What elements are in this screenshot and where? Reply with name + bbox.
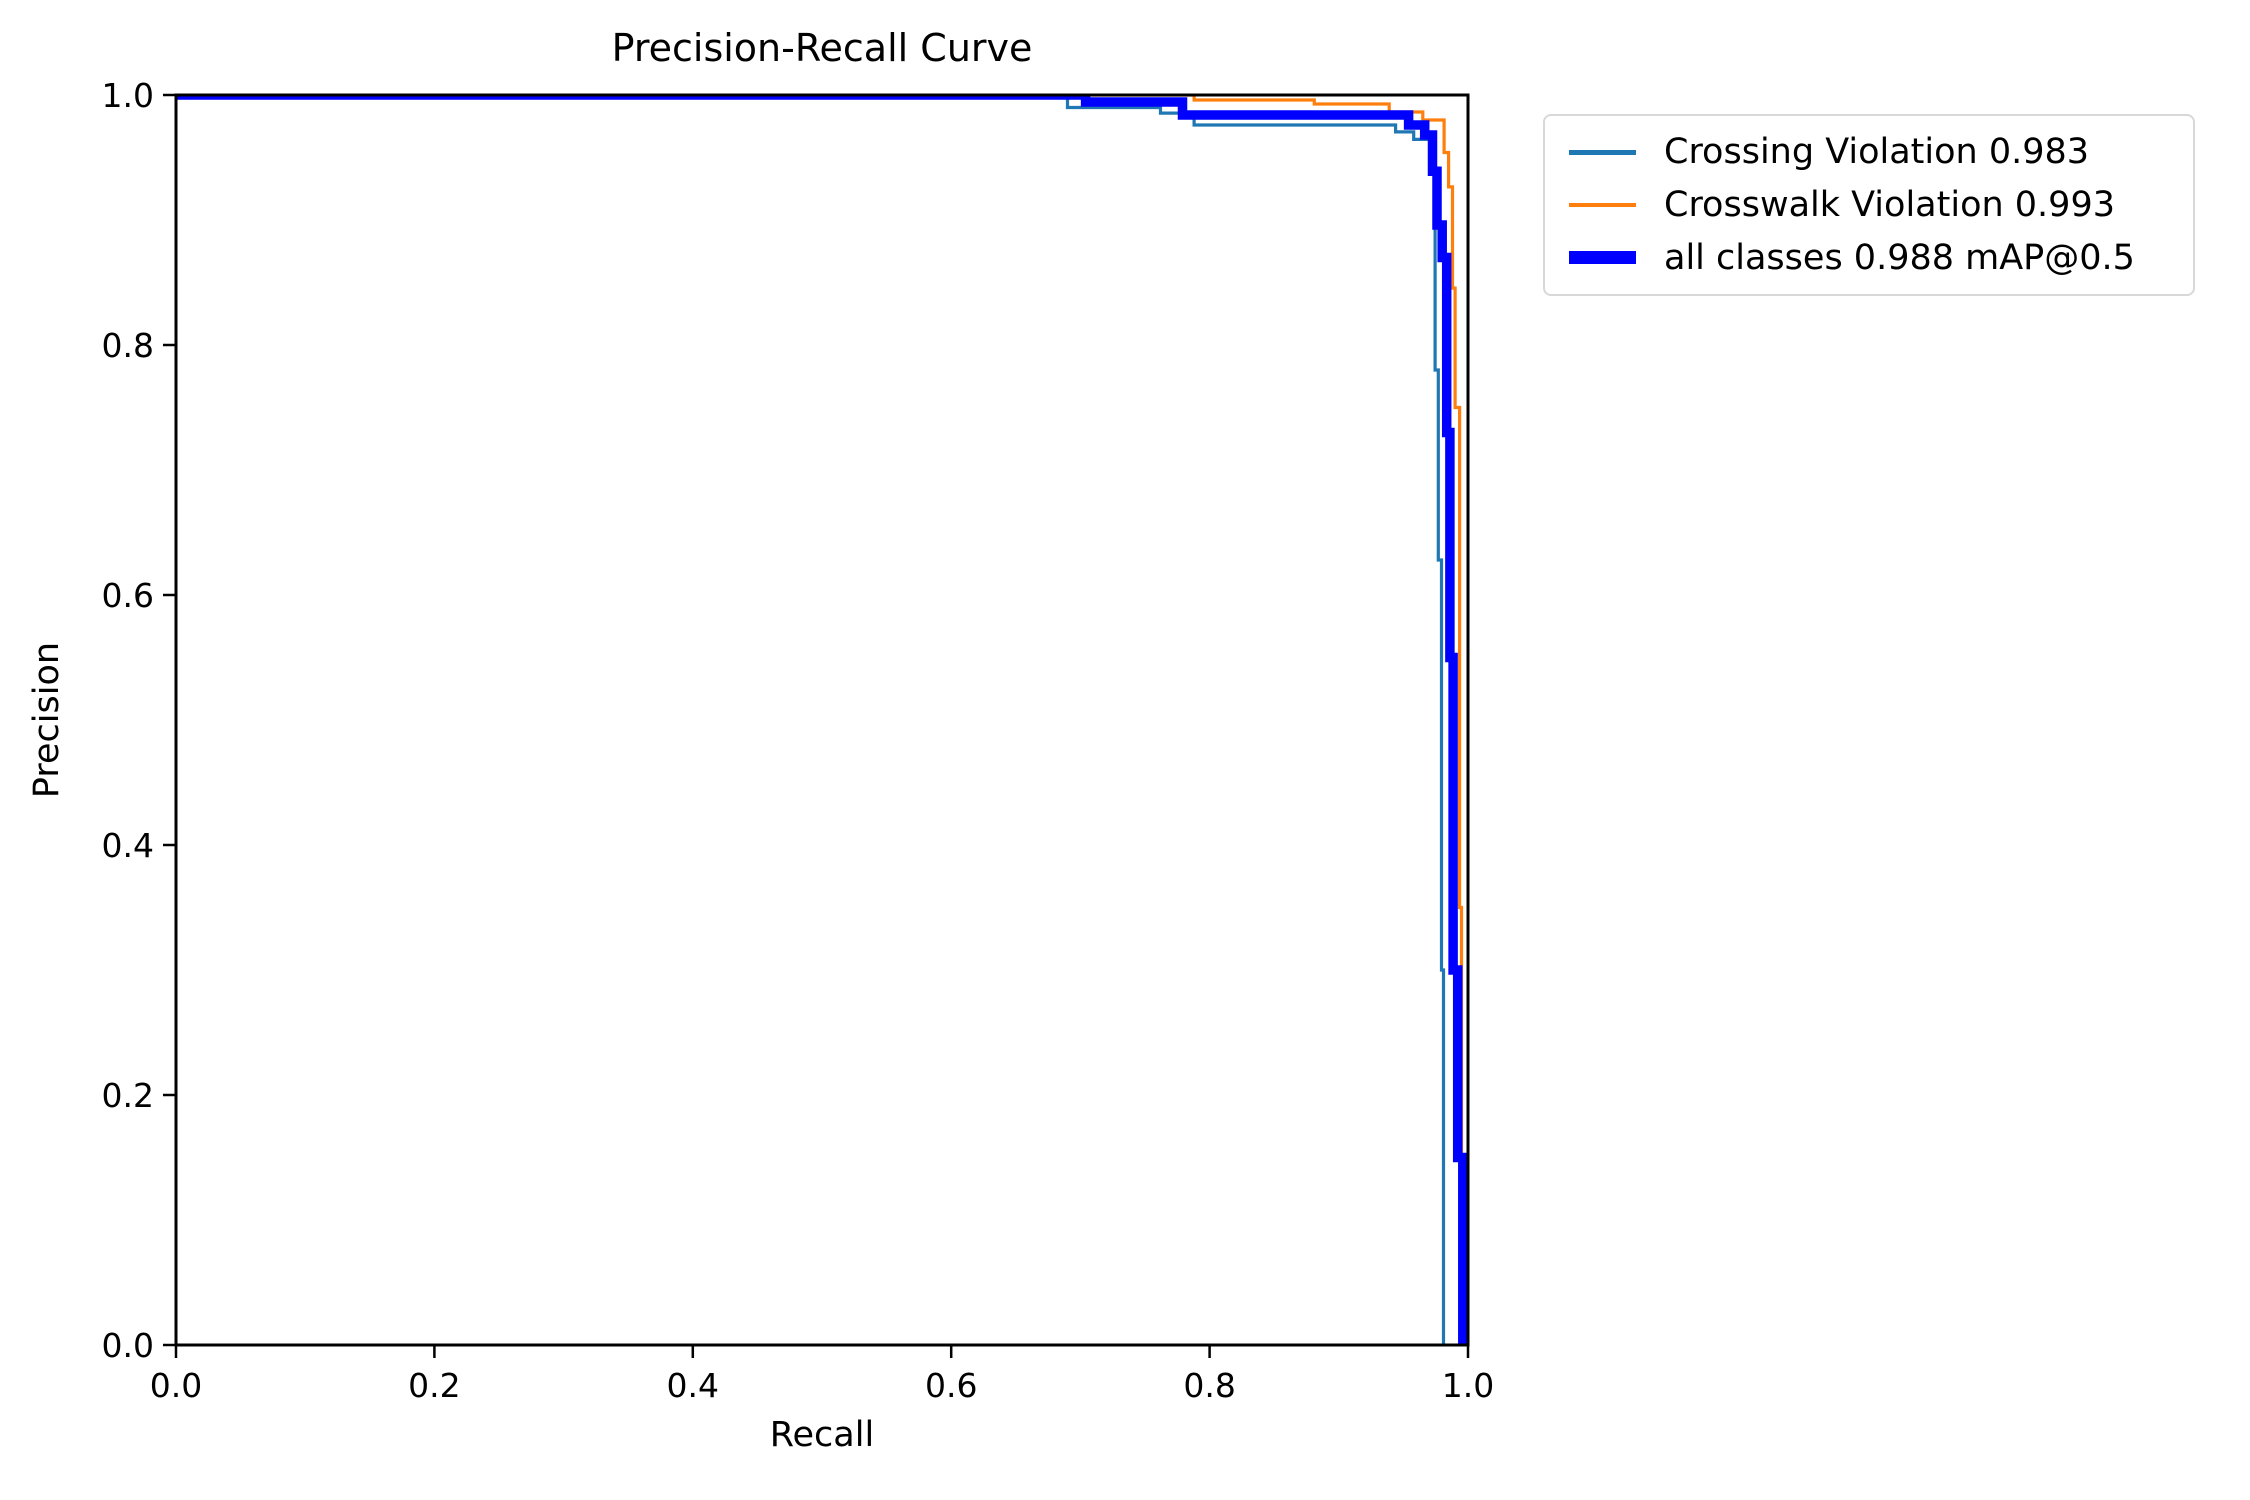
x-tick-label: 1.0 xyxy=(1442,1366,1494,1405)
x-axis-label: Recall xyxy=(769,1415,875,1455)
legend-line-swatch-crosswalk-violation xyxy=(1569,202,1636,208)
x-tick-label: 0.6 xyxy=(925,1366,977,1405)
legend-label: Crosswalk Violation 0.993 xyxy=(1664,184,2115,225)
axes-spines xyxy=(174,93,1470,1347)
legend-item-all-classes: all classes 0.988 mAP@0.5 xyxy=(1545,233,2193,283)
legend-item-crosswalk-violation: Crosswalk Violation 0.993 xyxy=(1545,180,2193,230)
legend-line-swatch-all-classes xyxy=(1569,251,1636,265)
x-tick-label: 0.8 xyxy=(1183,1366,1235,1405)
curve-all-classes xyxy=(176,95,1468,1345)
y-tick-label: 0.0 xyxy=(102,1326,154,1365)
curve-crosswalk-violation xyxy=(176,95,1464,1345)
legend: Crossing Violation 0.983 Crosswalk Viola… xyxy=(1543,114,2195,296)
x-tick-label: 0.4 xyxy=(667,1366,719,1405)
y-tick-label: 1.0 xyxy=(102,76,154,115)
legend-label: all classes 0.988 mAP@0.5 xyxy=(1664,237,2135,278)
legend-item-crossing-violation: Crossing Violation 0.983 xyxy=(1545,127,2193,177)
y-tick-label: 0.6 xyxy=(102,576,154,615)
y-tick-label: 0.2 xyxy=(102,1076,154,1115)
y-tick-label: 0.4 xyxy=(102,826,154,865)
x-tick-label: 0.2 xyxy=(408,1366,460,1405)
y-tick-label: 0.8 xyxy=(102,326,154,365)
chart-title: Precision-Recall Curve xyxy=(611,26,1033,70)
legend-line-swatch-crossing-violation xyxy=(1569,150,1636,155)
y-axis-label: Precision xyxy=(27,641,67,799)
x-tick-label: 0.0 xyxy=(150,1366,202,1405)
curve-crossing-violation xyxy=(176,95,1446,1345)
legend-label: Crossing Violation 0.983 xyxy=(1664,132,2090,173)
